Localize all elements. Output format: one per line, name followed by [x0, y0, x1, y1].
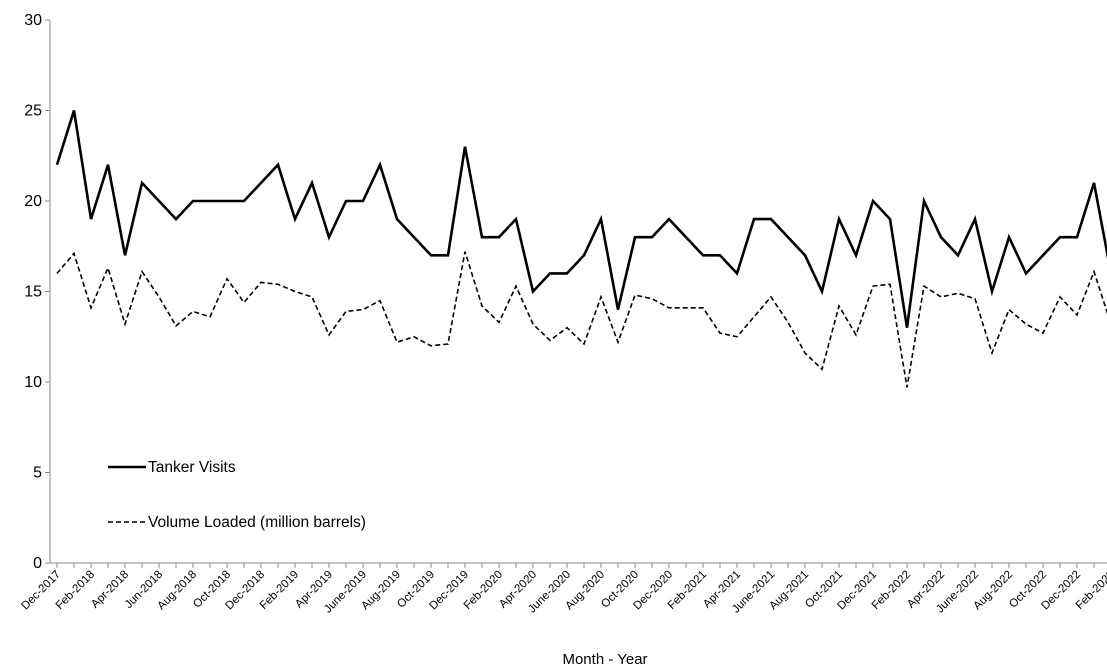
y-tick-label: 10: [24, 374, 42, 391]
series-line-volume-loaded: [56, 251, 1107, 388]
y-tick-label: 0: [33, 555, 42, 572]
y-tick-label: 15: [24, 284, 42, 301]
series-line-tanker-visits: [55, 110, 1107, 328]
series-group: [55, 110, 1107, 388]
y-tick-label: 20: [24, 193, 42, 210]
x-axis-title: Month - Year: [562, 651, 647, 668]
legend-label: Tanker Visits: [148, 459, 236, 476]
y-tick-label: 25: [24, 103, 42, 120]
y-tick-label: 30: [24, 12, 42, 29]
legend-label: Volume Loaded (million barrels): [148, 514, 366, 531]
y-tick-label: 5: [33, 465, 42, 482]
